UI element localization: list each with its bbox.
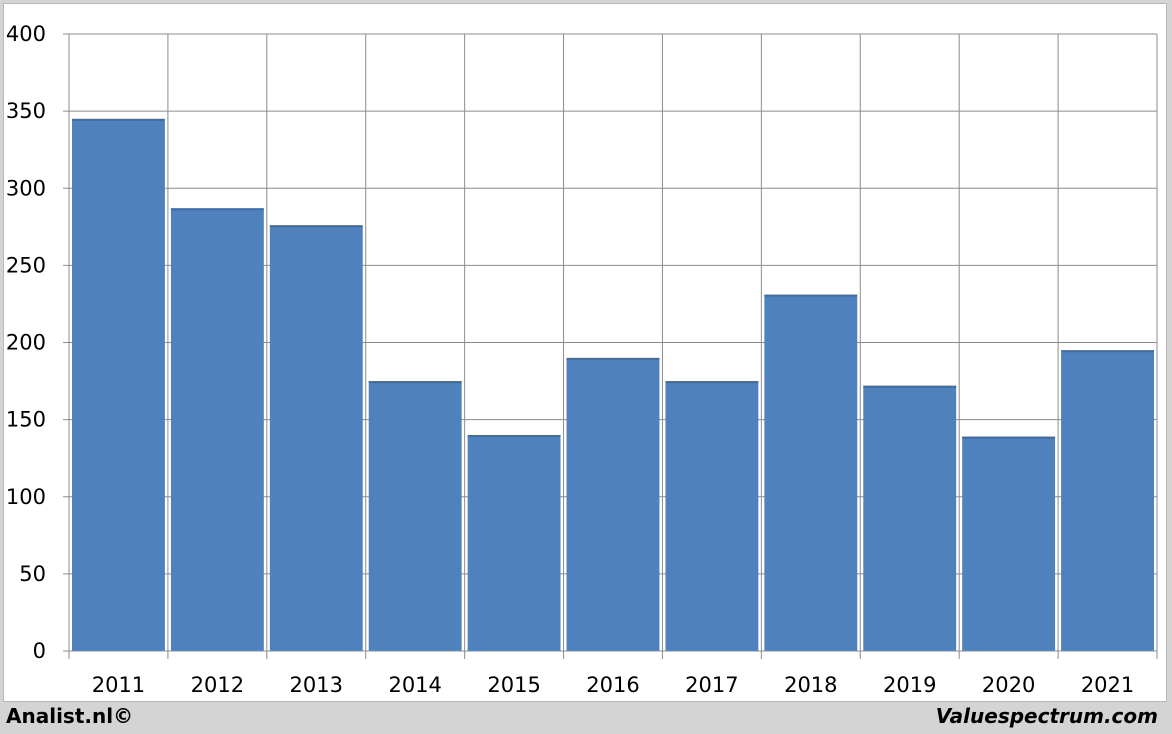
bar-2014 (368, 381, 462, 651)
x-tick-label: 2014 (388, 673, 441, 697)
x-tick-label: 2019 (883, 673, 936, 697)
source-credit-right: Valuespectrum.com (935, 704, 1158, 728)
y-tick-label: 100 (6, 485, 46, 509)
x-tick-label: 2013 (290, 673, 343, 697)
y-tick-label: 200 (6, 331, 46, 355)
x-tick-label: 2018 (784, 673, 837, 697)
y-tick-label: 350 (6, 99, 46, 123)
bar-2016 (566, 357, 660, 651)
bar-2013 (269, 225, 363, 651)
axes (63, 33, 1157, 652)
bar-2019 (863, 385, 957, 651)
x-tick-label: 2015 (487, 673, 540, 697)
x-tick-label: 2020 (982, 673, 1035, 697)
y-tick-label: 150 (6, 408, 46, 432)
x-tick-label: 2021 (1081, 673, 1134, 697)
bars (72, 118, 1154, 652)
x-tick-label: 2016 (586, 673, 639, 697)
bar-2021 (1061, 350, 1154, 651)
bar-2018 (764, 294, 858, 651)
bar-2012 (170, 208, 264, 652)
tick-labels: 0 50 100 150 200 250 300 350 400 2011 2012 2013 2014… (6, 22, 1134, 697)
bar-2017 (665, 381, 759, 651)
source-credit-left: Analist.nl© (6, 704, 134, 728)
x-tick-label: 2017 (685, 673, 738, 697)
bar-2015 (467, 435, 561, 651)
y-tick-label: 300 (6, 176, 46, 200)
y-tick-label: 0 (33, 639, 46, 663)
y-tick-label: 50 (19, 562, 46, 586)
y-tick-label: 250 (6, 253, 46, 277)
x-tick-label: 2012 (191, 673, 244, 697)
bar-2020 (962, 436, 1056, 651)
bar-2011 (72, 118, 165, 651)
y-tick-label: 400 (6, 22, 46, 46)
x-tick-label: 2011 (92, 673, 145, 697)
